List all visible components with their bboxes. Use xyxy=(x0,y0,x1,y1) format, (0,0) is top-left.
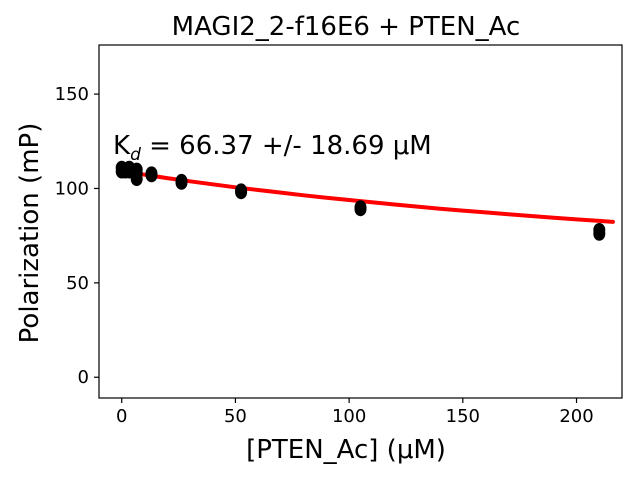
fit-curve xyxy=(119,168,615,224)
kd-annotation: Kd = 66.37 +/- 18.69 μM xyxy=(113,131,432,165)
axes-frame xyxy=(98,44,623,399)
points-layer xyxy=(115,160,606,241)
data-point xyxy=(593,226,606,241)
x-tick-label: 150 xyxy=(446,406,480,427)
y-tick-label: 150 xyxy=(55,84,89,105)
y-tick-label: 100 xyxy=(55,178,89,199)
y-axis-label: Polarization (mP) xyxy=(15,123,45,344)
data-point xyxy=(175,175,188,190)
x-axis-label: [PTEN_Ac] (μM) xyxy=(246,435,446,465)
x-tick-label: 100 xyxy=(332,406,366,427)
chart-title: MAGI2_2-f16E6 + PTEN_Ac xyxy=(172,12,521,42)
x-tick-label: 50 xyxy=(224,406,247,427)
kd-annotation-value: = 66.37 +/- 18.69 μM xyxy=(141,131,432,161)
axes-layer: 0 50 100 150 200 0 50 100 150 xyxy=(55,44,623,427)
x-tick-label: 200 xyxy=(559,406,593,427)
data-point xyxy=(130,172,143,186)
fit-layer xyxy=(119,168,615,224)
data-point xyxy=(235,185,248,200)
x-tick-label: 0 xyxy=(116,406,127,427)
data-point xyxy=(354,202,367,217)
data-point xyxy=(145,168,158,183)
kd-annotation-prefix: K xyxy=(113,131,131,161)
y-tick-label: 50 xyxy=(66,273,89,294)
kd-annotation-subscript: d xyxy=(130,145,141,165)
y-tick-label: 0 xyxy=(78,367,89,388)
